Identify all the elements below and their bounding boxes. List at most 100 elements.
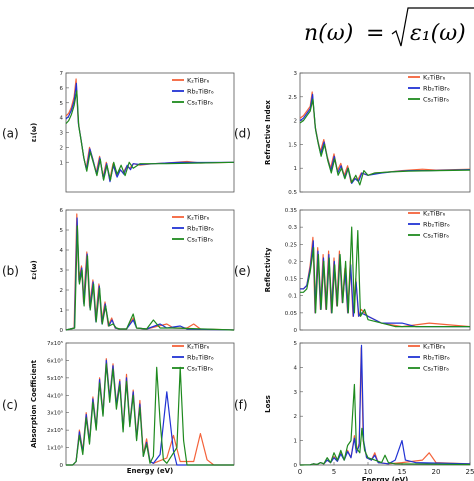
series-line bbox=[300, 226, 470, 328]
y-tick-label: 0.1 bbox=[288, 294, 297, 300]
y-tick-label: 4x10⁵ bbox=[47, 392, 63, 399]
series-line bbox=[65, 225, 235, 331]
y-tick-label: 0.5 bbox=[288, 190, 297, 196]
y-tick-label: 1.5 bbox=[288, 142, 297, 148]
y-tick-label: 2x10⁵ bbox=[47, 427, 63, 434]
legend-label: Rb₂TiBr₆ bbox=[187, 88, 214, 96]
legend-label: K₂TiBr₆ bbox=[187, 214, 210, 222]
y-tick-label: 2 bbox=[60, 145, 64, 151]
y-tick-label: 0.25 bbox=[285, 242, 298, 248]
y-tick-label: 1 bbox=[60, 308, 64, 314]
y-tick-label: 4 bbox=[60, 116, 64, 122]
legend-label: Rb₂TiBr₆ bbox=[187, 354, 214, 362]
series-line bbox=[66, 363, 234, 466]
panel-label: (c) bbox=[2, 398, 18, 412]
y-tick-label: 0 bbox=[60, 463, 64, 469]
y-axis-title: Refractive Index bbox=[264, 100, 272, 165]
legend-label: K₂TiBr₆ bbox=[423, 210, 446, 218]
series-line bbox=[66, 359, 234, 466]
panel-label: (a) bbox=[2, 127, 19, 141]
y-tick-label: 3 bbox=[60, 131, 64, 137]
legend-label: Cs₂TiBr₆ bbox=[423, 96, 449, 104]
y-tick-label: 0 bbox=[294, 328, 298, 334]
x-tick-label: 5 bbox=[332, 468, 336, 476]
plot-frame bbox=[65, 342, 235, 466]
y-tick-label: 5 bbox=[60, 228, 64, 234]
y-tick-label: 5 bbox=[294, 341, 298, 347]
x-tick-label: 20 bbox=[432, 468, 441, 476]
series-line bbox=[299, 344, 471, 466]
legend-label: Cs₂TiBr₆ bbox=[187, 99, 213, 107]
series-line bbox=[66, 358, 234, 466]
y-tick-label: 6 bbox=[60, 208, 64, 214]
y-tick-label: 0.05 bbox=[285, 311, 298, 317]
y-tick-label: 0 bbox=[294, 463, 298, 469]
formula-radicand: ε₁(ω) bbox=[410, 21, 466, 46]
plot-frame bbox=[299, 72, 471, 193]
y-tick-label: 0 bbox=[60, 328, 64, 334]
y-tick-label: 2 bbox=[60, 288, 64, 294]
y-tick-label: 2 bbox=[294, 414, 298, 420]
panel-label: (f) bbox=[234, 398, 248, 412]
y-tick-label: 5 bbox=[60, 101, 64, 107]
y-tick-label: 2 bbox=[294, 119, 298, 125]
x-axis-title: Energy (eV) bbox=[362, 476, 409, 481]
y-tick-label: 0.15 bbox=[285, 277, 298, 283]
y-tick-label: 0.35 bbox=[285, 208, 298, 214]
series-line bbox=[299, 98, 471, 186]
y-tick-label: 3 bbox=[294, 71, 298, 77]
y-tick-label: 0.2 bbox=[288, 259, 297, 265]
legend-label: Cs₂TiBr₆ bbox=[423, 365, 449, 373]
y-tick-label: 6 bbox=[60, 86, 64, 92]
x-tick-label: 0 bbox=[298, 468, 302, 476]
legend-label: K₂TiBr₆ bbox=[423, 74, 446, 82]
x-tick-label: 25 bbox=[466, 468, 474, 476]
legend-label: Rb₂TiBr₆ bbox=[187, 225, 214, 233]
y-tick-label: 4 bbox=[60, 248, 64, 254]
panel-label: (b) bbox=[2, 264, 19, 278]
y-tick-label: 3x10⁵ bbox=[47, 410, 63, 417]
plot-frame bbox=[299, 342, 471, 466]
y-tick-label: 5x10⁵ bbox=[47, 375, 63, 382]
y-tick-label: 7x10⁵ bbox=[47, 340, 63, 347]
formula-lhs: n(ω) bbox=[304, 21, 353, 46]
plot-frame bbox=[299, 209, 471, 331]
y-tick-label: 2.5 bbox=[288, 95, 297, 101]
legend-label: K₂TiBr₆ bbox=[187, 343, 210, 351]
y-axis-title: ε₂(ω) bbox=[30, 260, 38, 279]
legend-label: K₂TiBr₆ bbox=[423, 343, 446, 351]
legend-label: Rb₂TiBr₆ bbox=[423, 85, 450, 93]
y-axis-title: ε₁(ω) bbox=[30, 123, 38, 142]
y-axis-title: Reflectivity bbox=[264, 247, 272, 292]
panel-label: (d) bbox=[234, 127, 251, 141]
legend-label: Rb₂TiBr₆ bbox=[423, 354, 450, 362]
x-tick-label: 15 bbox=[398, 468, 407, 476]
series-line bbox=[299, 91, 471, 184]
panel-label: (e) bbox=[234, 264, 251, 278]
y-tick-label: 7 bbox=[60, 71, 64, 77]
y-axis-title: Absorption Coefficient bbox=[30, 359, 38, 448]
y-tick-label: 0.3 bbox=[288, 225, 297, 231]
sqrt-sign bbox=[391, 7, 474, 47]
y-axis-title: Loss bbox=[264, 395, 272, 413]
y-tick-label: 1 bbox=[294, 439, 298, 445]
legend-label: Cs₂TiBr₆ bbox=[423, 232, 449, 240]
y-tick-label: 1 bbox=[294, 166, 298, 172]
legend-label: Cs₂TiBr₆ bbox=[187, 236, 213, 244]
y-tick-label: 3 bbox=[60, 268, 64, 274]
y-tick-label: 4 bbox=[294, 365, 298, 371]
y-tick-label: 1x10⁵ bbox=[47, 445, 63, 452]
y-tick-label: 3 bbox=[294, 390, 298, 396]
legend-label: Cs₂TiBr₆ bbox=[187, 365, 213, 373]
legend-label: Rb₂TiBr₆ bbox=[423, 221, 450, 229]
refractive-index-formula: n(ω) = ε₁(ω) bbox=[304, 7, 474, 47]
x-axis-title: Energy (eV) bbox=[127, 467, 174, 475]
legend-label: K₂TiBr₆ bbox=[187, 77, 210, 85]
series-line bbox=[65, 90, 235, 181]
y-tick-label: 6x10⁵ bbox=[47, 357, 63, 364]
x-tick-label: 10 bbox=[364, 468, 373, 476]
y-tick-label: 1 bbox=[60, 160, 64, 166]
series-line bbox=[299, 383, 471, 466]
formula-equals: = bbox=[366, 21, 384, 46]
